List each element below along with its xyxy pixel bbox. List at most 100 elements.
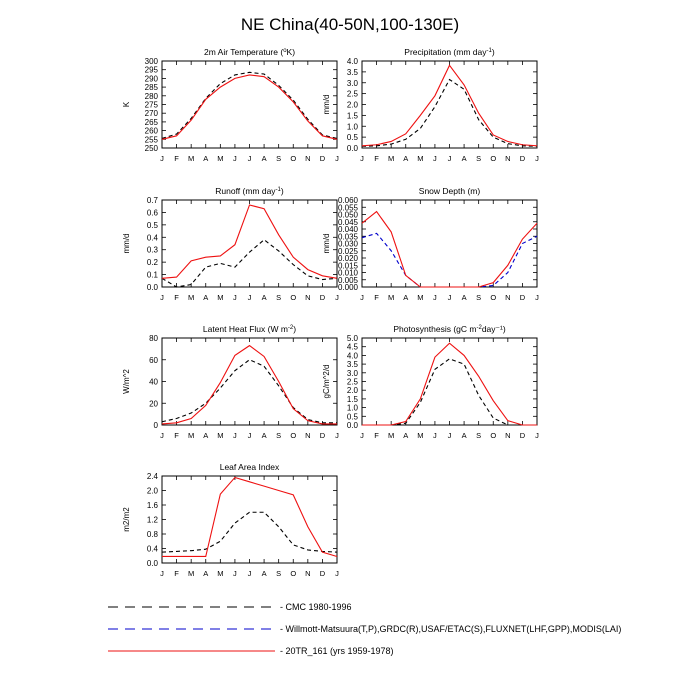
y-tick-label: 80 xyxy=(149,334,158,343)
y-axis-label: mm/d xyxy=(322,95,331,115)
y-tick-label: 5.0 xyxy=(347,334,359,343)
y-tick-label: 0.0 xyxy=(347,144,359,153)
legend: - CMC 1980-1996 - Willmott-Matsuura(T,P),… xyxy=(108,602,621,656)
y-axis-label: W/m^2 xyxy=(122,369,131,394)
x-tick-label: D xyxy=(520,154,526,163)
series-line-model xyxy=(161,204,338,279)
plot-frame xyxy=(361,337,538,426)
x-tick-label: S xyxy=(276,431,281,440)
panel-title-sup: -2 xyxy=(476,325,482,331)
x-tick-label: D xyxy=(320,569,326,578)
y-tick-label: 1.6 xyxy=(147,501,159,510)
series-line-model xyxy=(161,74,338,140)
y-tick-label: 0.000 xyxy=(338,283,359,292)
x-tick-label: J xyxy=(433,154,437,163)
y-tick-label: 3.0 xyxy=(347,79,359,88)
x-tick-label: S xyxy=(276,569,281,578)
y-tick-label: 0.010 xyxy=(338,269,359,278)
x-tick-label: M xyxy=(188,569,194,578)
x-tick-label: J xyxy=(160,431,164,440)
x-tick-label: F xyxy=(374,154,379,163)
y-tick-label: 1.0 xyxy=(347,404,359,413)
plot-frame xyxy=(361,60,538,149)
x-tick-label: D xyxy=(320,431,326,440)
plot-frame xyxy=(161,337,338,426)
panel-title-end: K) xyxy=(287,47,296,57)
y-tick-label: 0.6 xyxy=(147,208,159,217)
y-tick-label: 1.2 xyxy=(147,516,159,525)
y-tick-label: 1.5 xyxy=(347,111,359,120)
x-tick-label: F xyxy=(174,293,179,302)
y-tick-label: 0.0 xyxy=(147,559,159,568)
y-tick-label: 0.3 xyxy=(147,246,159,255)
y-tick-label: 0.5 xyxy=(147,221,159,230)
y-tick-label: 0.1 xyxy=(147,271,159,280)
panel-title: Latent Heat Flux (W m-2) xyxy=(203,324,296,334)
y-tick-label: 0.2 xyxy=(147,258,159,267)
series-line-cmc xyxy=(362,358,537,426)
x-tick-label: A xyxy=(262,569,267,578)
x-tick-label: J xyxy=(448,431,452,440)
y-tick-label: 0.025 xyxy=(338,247,359,256)
x-tick-label: J xyxy=(360,431,364,440)
x-tick-label: M xyxy=(217,569,223,578)
series-line-cmc xyxy=(361,78,538,147)
y-tick-label: 0.8 xyxy=(147,530,159,539)
legend-label: - Willmott-Matsuura(T,P),GRDC(R),USAF/ET… xyxy=(280,624,621,634)
legend-item-obs: - Willmott-Matsuura(T,P),GRDC(R),USAF/ET… xyxy=(108,624,621,634)
x-tick-label: J xyxy=(233,431,237,440)
panel-title-end: day⁻¹) xyxy=(482,324,506,334)
x-tick-label: D xyxy=(520,431,526,440)
x-tick-label: M xyxy=(388,154,394,163)
y-tick-label: 3.5 xyxy=(347,360,359,369)
y-tick-label: 300 xyxy=(145,57,159,66)
x-tick-label: A xyxy=(203,293,208,302)
x-tick-label: J xyxy=(360,293,364,302)
series-line-model xyxy=(362,342,537,426)
panel-title: Runoff (mm day-1) xyxy=(215,186,284,196)
y-tick-label: 60 xyxy=(149,356,158,365)
y-tick-label: 0.020 xyxy=(338,254,359,263)
panel-title-sup: -1 xyxy=(487,48,493,54)
y-tick-label: 0.0 xyxy=(147,283,159,292)
y-tick-label: 295 xyxy=(145,66,159,75)
y-tick-label: 0.030 xyxy=(338,240,359,249)
x-tick-label: J xyxy=(248,431,252,440)
x-tick-label: J xyxy=(233,569,237,578)
x-tick-label: J xyxy=(248,293,252,302)
x-tick-label: S xyxy=(476,293,481,302)
series-line-model xyxy=(161,344,337,425)
x-tick-label: J xyxy=(360,154,364,163)
legend-item-model: - 20TR_161 (yrs 1959-1978) xyxy=(108,646,394,656)
panel-title-end: ) xyxy=(293,324,296,334)
x-tick-label: O xyxy=(490,431,496,440)
x-tick-label: J xyxy=(433,293,437,302)
x-tick-label: N xyxy=(505,154,510,163)
x-tick-label: M xyxy=(417,154,423,163)
y-tick-label: 0.4 xyxy=(147,233,159,242)
x-tick-label: A xyxy=(403,431,408,440)
x-tick-label: A xyxy=(262,431,267,440)
plot-frame xyxy=(161,199,338,288)
panels: 2m Air Temperature (oK)25025526026527027… xyxy=(122,47,539,578)
panel-title-text: Runoff (mm day xyxy=(215,186,276,196)
x-tick-label: F xyxy=(374,431,379,440)
y-tick-label: 20 xyxy=(149,399,158,408)
series-line-cmc xyxy=(161,239,338,288)
y-tick-label: 0 xyxy=(154,421,159,430)
y-tick-label: 0.050 xyxy=(338,211,359,220)
y-axis-label: K xyxy=(122,101,131,107)
panel-title: 2m Air Temperature (oK) xyxy=(204,47,295,57)
x-tick-label: A xyxy=(462,431,467,440)
y-tick-label: 3.0 xyxy=(347,369,359,378)
y-tick-label: 0.015 xyxy=(338,261,359,270)
y-tick-label: 3.5 xyxy=(347,68,359,77)
y-tick-label: 265 xyxy=(145,118,159,127)
legend-item-cmc: - CMC 1980-1996 xyxy=(108,602,352,612)
x-tick-label: J xyxy=(233,154,237,163)
y-tick-label: 0.060 xyxy=(338,196,359,205)
x-tick-label: A xyxy=(203,154,208,163)
x-tick-label: S xyxy=(276,293,281,302)
